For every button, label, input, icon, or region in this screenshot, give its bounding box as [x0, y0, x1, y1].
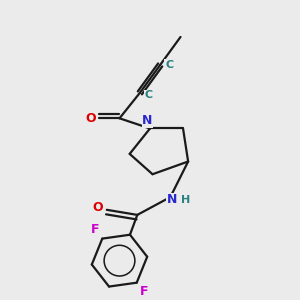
Text: F: F — [91, 223, 100, 236]
Text: C: C — [165, 60, 173, 70]
Text: N: N — [142, 114, 153, 128]
Text: O: O — [85, 112, 96, 125]
Text: F: F — [140, 285, 148, 298]
Text: C: C — [145, 90, 153, 100]
Text: H: H — [181, 195, 190, 205]
Text: N: N — [167, 193, 177, 206]
Text: O: O — [93, 201, 103, 214]
